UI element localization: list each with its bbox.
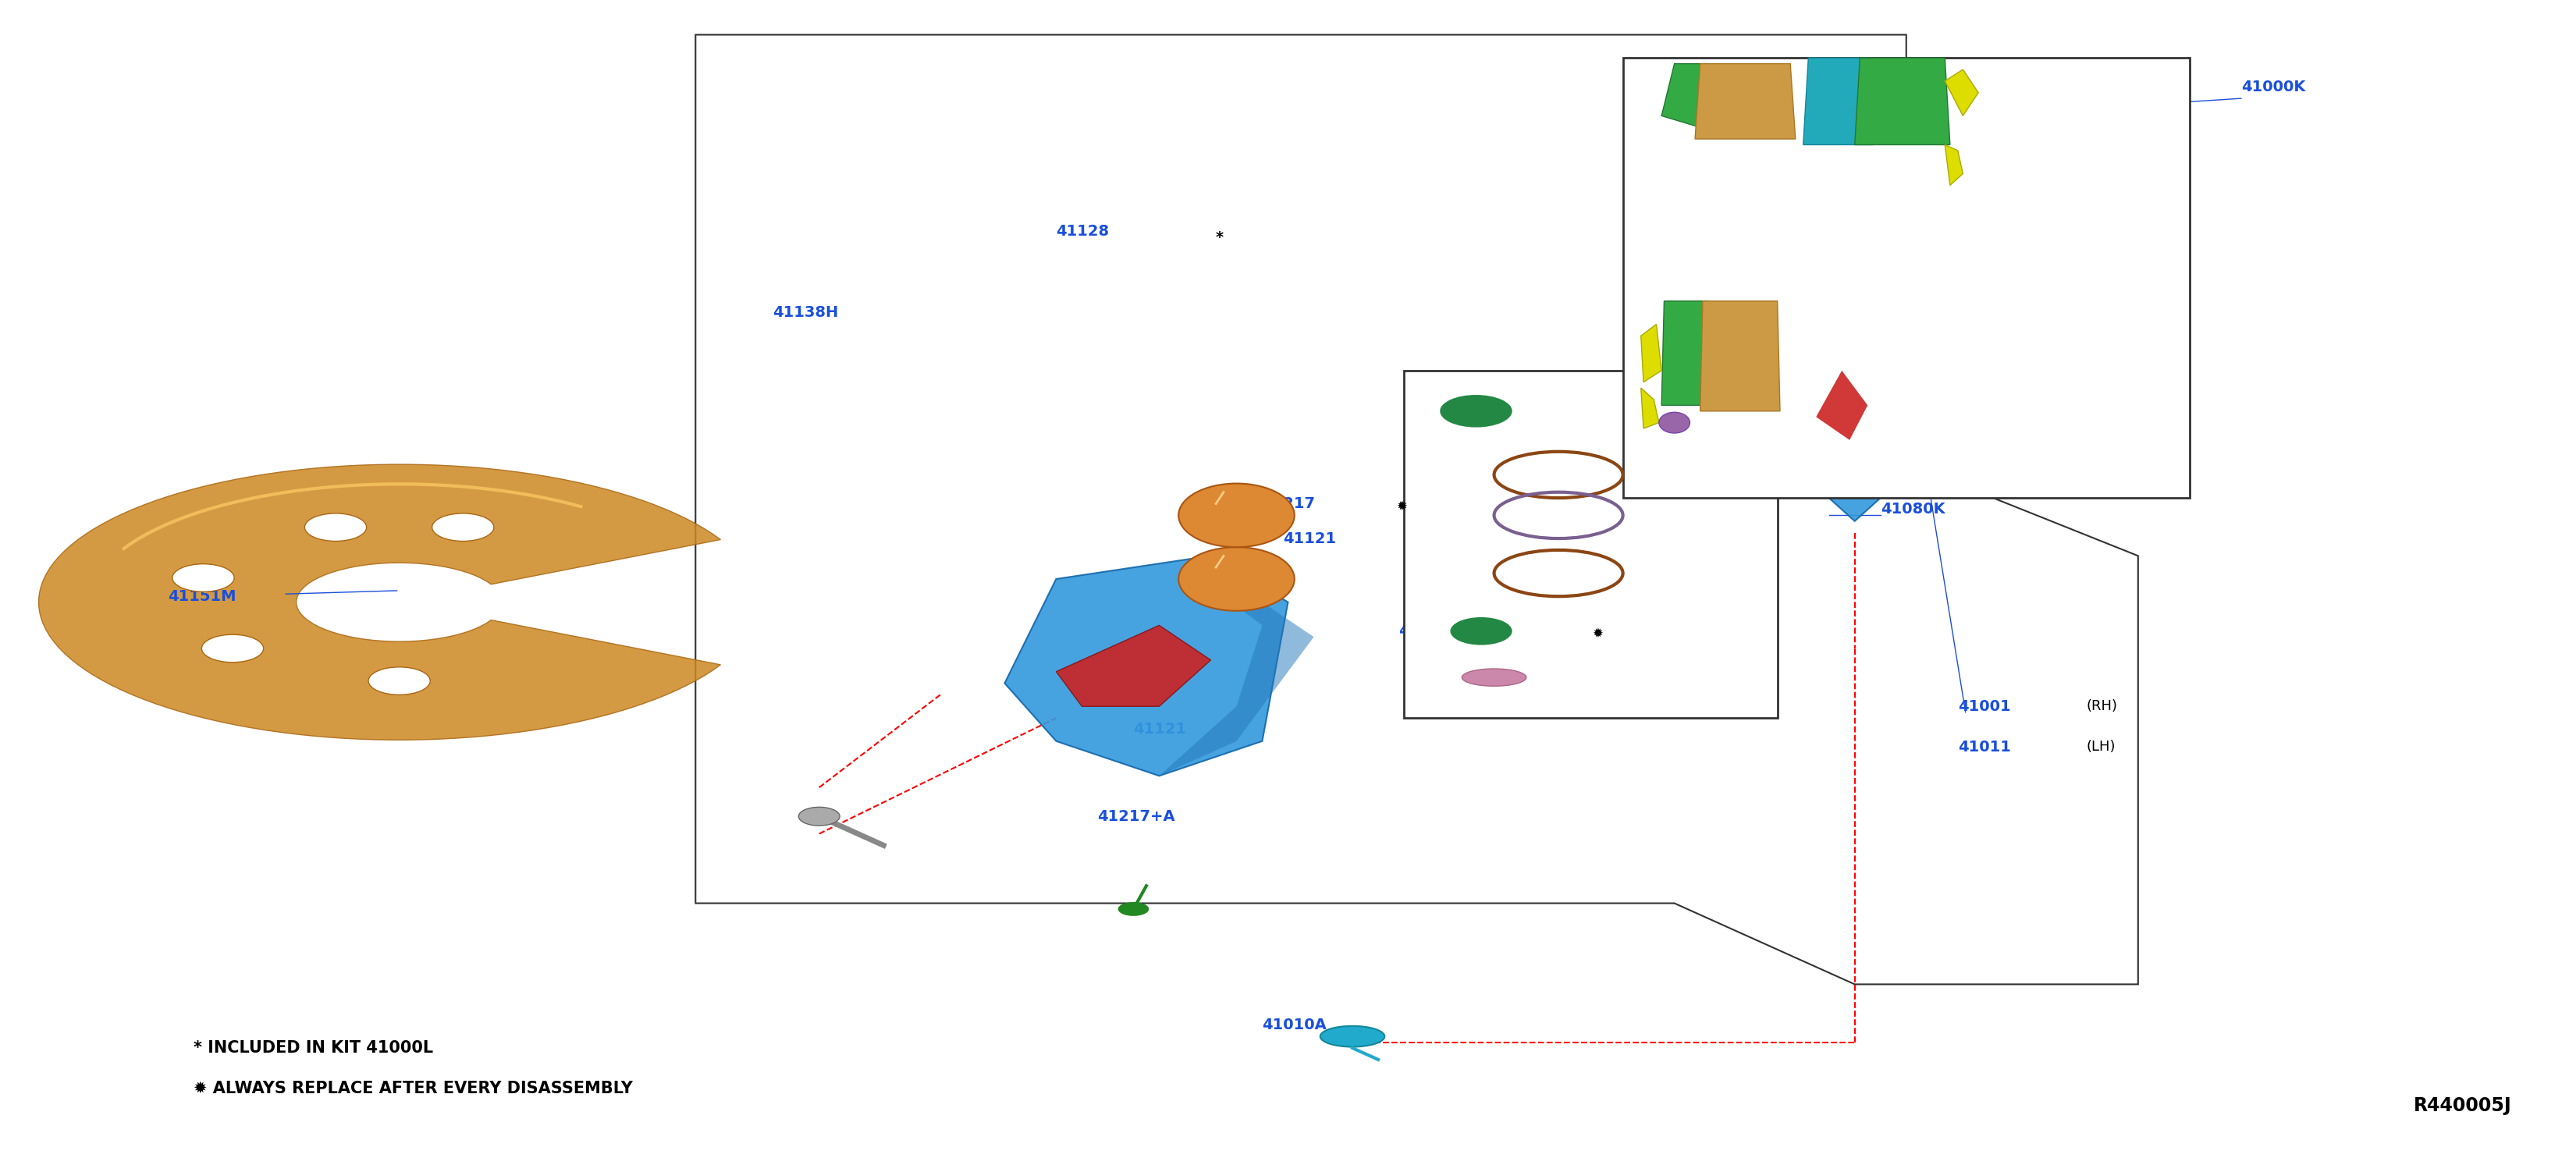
Text: 41128: 41128 (1056, 225, 1110, 239)
Polygon shape (1816, 371, 1868, 440)
Text: (RH): (RH) (2087, 699, 2117, 713)
Ellipse shape (1180, 548, 1296, 611)
Bar (1404, 371, 1777, 718)
Text: 41000K: 41000K (2241, 80, 2306, 94)
Circle shape (433, 513, 495, 541)
Text: ✹ ALWAYS REPLACE AFTER EVERY DISASSEMBLY: ✹ ALWAYS REPLACE AFTER EVERY DISASSEMBLY (193, 1080, 634, 1097)
Polygon shape (1700, 301, 1780, 411)
Text: 41217+A: 41217+A (1097, 809, 1175, 823)
Polygon shape (1945, 69, 1978, 116)
Text: 41121: 41121 (1133, 723, 1188, 736)
Text: ✹: ✹ (1592, 626, 1602, 640)
Polygon shape (1945, 145, 1963, 185)
Text: 41138H: 41138H (773, 306, 840, 320)
Bar (1623, 58, 2190, 498)
Ellipse shape (1180, 484, 1296, 548)
Polygon shape (1641, 388, 1659, 428)
Text: 41000L: 41000L (1399, 624, 1461, 638)
Polygon shape (1803, 58, 1873, 145)
Text: 41121: 41121 (1283, 532, 1337, 545)
Polygon shape (1005, 556, 1288, 776)
Text: ✹: ✹ (1396, 499, 1406, 513)
Circle shape (1118, 902, 1149, 916)
Circle shape (173, 564, 234, 592)
Circle shape (1450, 617, 1512, 645)
Ellipse shape (1319, 1026, 1386, 1047)
Polygon shape (39, 464, 721, 740)
Circle shape (304, 513, 366, 541)
Circle shape (201, 635, 263, 662)
Polygon shape (1641, 324, 1662, 382)
Text: * INCLUDED IN KIT 41000L: * INCLUDED IN KIT 41000L (193, 1040, 433, 1056)
Circle shape (368, 667, 430, 695)
Polygon shape (1056, 625, 1211, 706)
Text: 41001: 41001 (1958, 699, 2009, 713)
Text: *: * (1216, 230, 1224, 244)
Text: 41151M: 41151M (167, 589, 237, 603)
Polygon shape (1695, 64, 1795, 139)
Text: 41011: 41011 (1958, 740, 2012, 754)
Ellipse shape (1659, 412, 1690, 433)
Circle shape (1440, 395, 1512, 427)
Text: 41010A: 41010A (1262, 1018, 1327, 1032)
Polygon shape (1855, 58, 1950, 145)
Polygon shape (1662, 301, 1710, 405)
Text: 41217: 41217 (1262, 497, 1316, 511)
Polygon shape (1790, 174, 1906, 521)
Text: 41080K: 41080K (1880, 503, 1945, 516)
Ellipse shape (1463, 669, 1525, 686)
Circle shape (799, 807, 840, 826)
Text: (LH): (LH) (2087, 740, 2115, 754)
Polygon shape (1159, 567, 1314, 776)
Text: R440005J: R440005J (2414, 1097, 2512, 1115)
Polygon shape (1662, 64, 1713, 127)
